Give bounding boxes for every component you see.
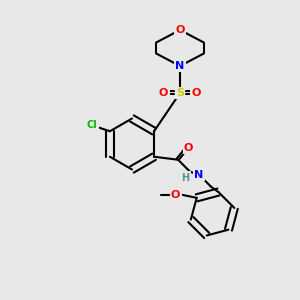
Text: O: O (192, 88, 201, 98)
Text: H: H (182, 173, 190, 183)
Text: O: O (184, 143, 193, 153)
Text: O: O (171, 190, 180, 200)
Text: N: N (176, 61, 184, 71)
Text: O: O (175, 25, 185, 35)
Text: N: N (194, 170, 204, 180)
Text: Cl: Cl (86, 120, 97, 130)
Text: S: S (176, 88, 184, 98)
Text: O: O (159, 88, 168, 98)
